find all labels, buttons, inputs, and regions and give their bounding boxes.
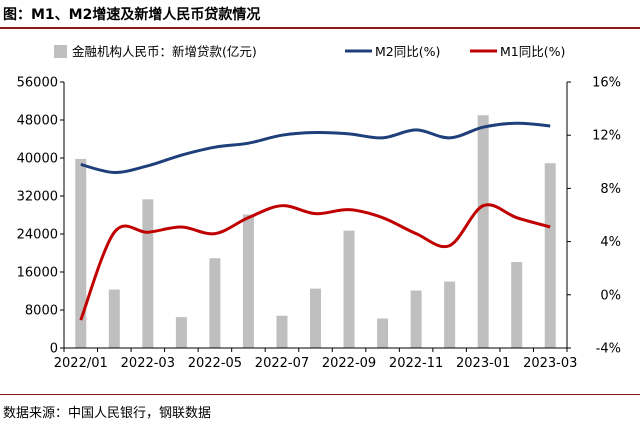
m1-line	[79, 203, 551, 321]
right-tick-label: 16%	[592, 76, 621, 91]
source-note: 数据来源：中国人民银行，钢联数据	[3, 406, 212, 421]
bar	[477, 115, 489, 348]
x-tick-label: 2023-03	[523, 356, 577, 371]
bar	[544, 163, 556, 348]
bar	[142, 199, 154, 348]
x-tick-label: 2022-03	[121, 356, 175, 371]
left-tick-label: 16000	[17, 266, 58, 281]
bar	[444, 281, 456, 348]
right-tick-label: 8%	[600, 182, 621, 197]
x-tick-label: 2022/01	[54, 356, 108, 371]
bar	[310, 288, 321, 348]
bar-series	[75, 115, 556, 348]
line-series	[79, 121, 551, 321]
bar	[511, 262, 523, 348]
right-tick-label: -4%	[596, 342, 621, 357]
bar	[276, 315, 288, 348]
bar	[242, 214, 254, 348]
right-tick-label: 12%	[592, 129, 621, 144]
left-tick-label: 32000	[17, 190, 58, 205]
legend-label-m1: M1同比(%)	[500, 44, 565, 59]
x-tick-label: 2022-07	[255, 356, 309, 371]
bar	[377, 318, 389, 348]
axes: 0 8000 16000 24000 32000 40000 48000 56000 -4% 0%…	[17, 76, 621, 372]
m2-line	[80, 121, 551, 174]
left-tick-label: 48000	[17, 114, 58, 129]
bar	[175, 317, 187, 348]
bar	[108, 289, 120, 348]
left-tick-label: 56000	[17, 76, 58, 91]
legend: 金融机构人民币：新增贷款(亿元) M2同比(%) M1同比(%)	[54, 44, 565, 59]
source-divider	[0, 394, 640, 395]
left-tick-label: 40000	[17, 152, 58, 167]
legend-swatch-bar	[54, 45, 67, 58]
bar	[209, 258, 221, 348]
x-tick-label: 2023-01	[456, 356, 510, 371]
bar	[410, 290, 422, 348]
x-tick-label: 2022-09	[322, 356, 376, 371]
bar	[75, 158, 87, 348]
x-tick-label: 2022-05	[188, 356, 242, 371]
chart: 金融机构人民币：新增贷款(亿元) M2同比(%) M1同比(%) 0 8000 1600…	[17, 44, 621, 372]
bar	[343, 230, 355, 348]
x-tick-label: 2022-11	[389, 356, 443, 371]
right-tick-label: 4%	[600, 235, 621, 250]
legend-label-m2: M2同比(%)	[375, 44, 440, 59]
left-tick-label: 24000	[17, 228, 58, 243]
title-divider	[0, 27, 640, 29]
left-tick-label: 8000	[25, 304, 58, 319]
chart-title: 图：M1、M2增速及新增人民币贷款情况	[3, 7, 261, 23]
left-tick-label: 0	[50, 342, 58, 357]
right-tick-label: 0%	[600, 288, 621, 303]
legend-label-loans: 金融机构人民币：新增贷款(亿元)	[72, 44, 257, 59]
